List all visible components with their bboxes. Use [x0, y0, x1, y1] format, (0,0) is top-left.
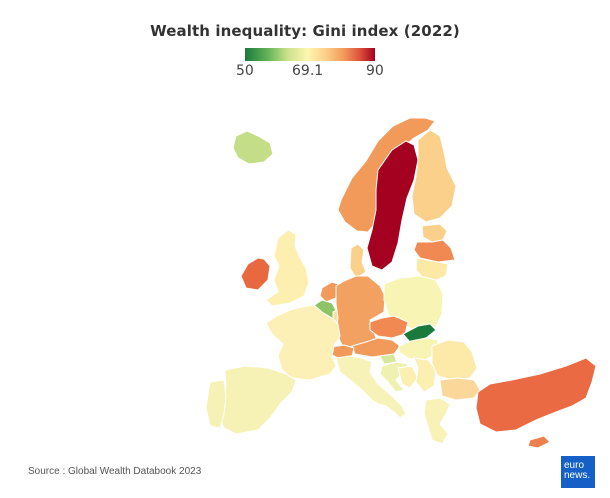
- legend-color-scale: [245, 48, 375, 61]
- legend-max-label: 90: [366, 63, 384, 79]
- country-estonia[interactable]: [421, 223, 448, 243]
- country-cyprus[interactable]: [527, 435, 551, 449]
- country-romania[interactable]: [431, 339, 478, 381]
- country-denmark[interactable]: [349, 243, 367, 279]
- country-united-kingdom[interactable]: [265, 229, 310, 307]
- country-portugal[interactable]: [205, 379, 227, 429]
- euronews-logo: euro news.: [561, 456, 595, 488]
- country-sweden[interactable]: [366, 140, 419, 271]
- country-greece[interactable]: [423, 397, 451, 445]
- country-bosnia[interactable]: [397, 365, 419, 389]
- chart-title: Wealth inequality: Gini index (2022): [150, 22, 460, 40]
- logo-line-1: euro: [564, 460, 585, 471]
- country-iceland[interactable]: [232, 130, 274, 165]
- country-spain[interactable]: [217, 365, 297, 435]
- country-serbia[interactable]: [413, 357, 437, 393]
- country-netherlands[interactable]: [319, 281, 339, 303]
- country-lithuania[interactable]: [415, 257, 449, 281]
- country-czechia[interactable]: [369, 315, 409, 339]
- legend-min-label: 50: [236, 63, 254, 79]
- country-ireland[interactable]: [240, 257, 271, 291]
- legend-mid-label: 69.1: [292, 63, 324, 79]
- logo-line-2: news.: [564, 470, 591, 481]
- country-bulgaria[interactable]: [439, 377, 481, 401]
- country-poland[interactable]: [383, 275, 444, 331]
- country-latvia[interactable]: [413, 239, 456, 263]
- country-italy[interactable]: [335, 355, 407, 419]
- country-france[interactable]: [265, 304, 341, 381]
- source-note: Source : Global Wealth Databook 2023: [28, 466, 202, 477]
- country-turkey[interactable]: [475, 357, 597, 433]
- country-germany[interactable]: [335, 275, 386, 349]
- country-finland[interactable]: [411, 129, 457, 223]
